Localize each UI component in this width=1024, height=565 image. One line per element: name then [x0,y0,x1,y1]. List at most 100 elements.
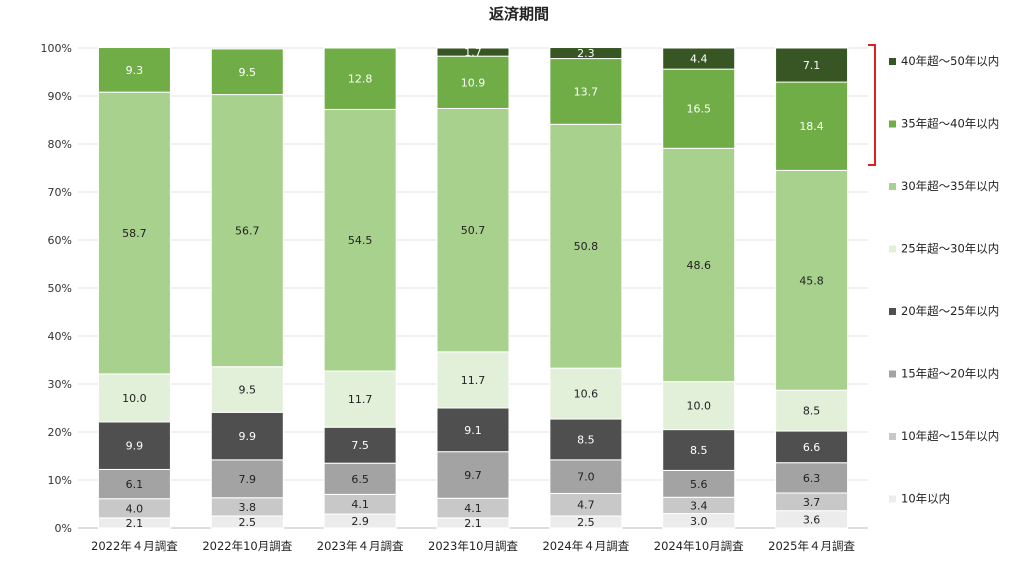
bars [97,47,849,529]
data-label: 4.0 [126,502,144,515]
bar-segment [775,430,849,464]
bar-segment [97,373,171,423]
bar-segment [662,47,736,70]
data-label: 6.1 [126,478,144,491]
data-label: 58.7 [122,227,147,240]
bar-segment [97,468,171,500]
bar-segment [210,411,284,461]
data-label: 2.9 [351,515,369,528]
bar-segment [436,407,510,453]
legend-label: 10年以内 [901,492,950,506]
bar-segment [97,421,171,470]
bar-segment [549,418,623,461]
data-label: 9.7 [464,469,482,482]
legend-swatch [889,308,896,315]
data-label: 13.7 [574,85,599,98]
data-label: 3.7 [803,496,821,509]
data-label: 11.7 [348,393,373,406]
x-axis: 2022年４月調査 2022年10月調査 2023年４月調査 2023年10月調査 20… [91,539,855,553]
chart-title: 返済期間 [489,5,549,23]
data-label: 9.1 [464,424,482,437]
data-label: 9.9 [126,440,144,453]
data-label: 6.5 [351,473,369,486]
x-tick-label: 2023年４月調査 [317,539,404,553]
data-label: 2.1 [126,517,144,530]
legend-label: 10年超～15年以内 [901,429,999,443]
legend-label: 15年超～20年以内 [901,367,999,381]
bar-segment [549,459,623,494]
data-label: 50.8 [574,240,599,253]
bar-segment [97,91,171,375]
data-label: 3.8 [239,501,257,514]
bar-segment [436,55,510,109]
data-label: 6.6 [803,441,821,454]
data-label: 2.5 [577,516,595,529]
legend-swatch [889,370,896,378]
y-tick-label: 70% [48,186,72,199]
bar-segment [210,48,284,96]
data-label: 18.4 [799,120,824,133]
bar-segment [323,462,397,495]
data-label: 9.5 [239,66,257,79]
data-label: 10.9 [461,76,486,89]
y-tick-label: 0% [55,522,72,535]
data-label: 8.5 [577,433,595,446]
data-label: 7.1 [803,59,821,72]
data-label: 2.5 [239,516,257,529]
data-label: 6.3 [803,472,821,485]
bar-segment [662,68,736,149]
data-label: 56.7 [235,225,260,238]
data-label: 11.7 [461,374,486,387]
legend-swatch [889,58,896,65]
data-label: 50.7 [461,224,486,237]
bar-segment [97,47,171,93]
y-tick-label: 30% [48,378,72,391]
y-tick-label: 20% [48,426,72,439]
bar-segment [436,351,510,409]
data-label: 10.0 [686,400,711,413]
x-tick-label: 2023年10月調査 [428,539,518,553]
y-tick-label: 90% [48,90,72,103]
legend-label: 20年超～25年以内 [901,304,999,318]
bar-segment [549,367,623,420]
bar-segment [323,108,397,372]
bar-segment [436,107,510,353]
data-label: 9.3 [126,64,144,77]
data-label: 2.1 [464,517,482,530]
bar-segment [775,81,849,171]
legend-swatch [889,245,896,253]
y-tick-label: 10% [48,474,72,487]
legend-swatch [889,433,896,440]
bar-segment [775,47,849,83]
bar-segment [775,462,849,494]
legend-swatch [889,495,896,503]
data-label: 4.1 [351,498,369,511]
y-tick-label: 40% [48,330,72,343]
legend-label: 40年超～50年以内 [901,54,999,68]
bar-segment [775,389,849,432]
bar-segment [210,459,284,499]
data-labels: 2.1 4.0 6.1 9.9 10.0 58.7 9.3 2.5 3.8 7.9 9.9 9.5 56… [122,46,824,530]
data-label: 4.7 [577,499,595,512]
data-label: 4.1 [464,502,482,515]
data-label: 5.6 [690,478,708,491]
bar-segment [775,169,849,391]
y-tick-label: 60% [48,234,72,247]
data-label: 3.0 [690,515,708,528]
x-tick-label: 2024年４月調査 [542,539,629,553]
data-label: 48.6 [686,259,711,272]
data-label: 8.5 [803,405,821,418]
data-label: 3.6 [803,513,821,526]
y-axis: 0% 10% 20% 30% 40% 50% 60% 70% 80% 90% 100% [41,42,72,535]
bar-segment [436,47,510,57]
bar-segment [210,366,284,413]
data-label: 7.5 [351,439,369,452]
data-label: 10.0 [122,392,147,405]
data-label: 2.3 [577,47,595,60]
legend-bracket [868,44,876,166]
y-tick-label: 80% [48,138,72,151]
data-label: 7.0 [577,471,595,484]
data-label: 1.7 [464,46,482,59]
x-tick-label: 2024年10月調査 [654,539,744,553]
